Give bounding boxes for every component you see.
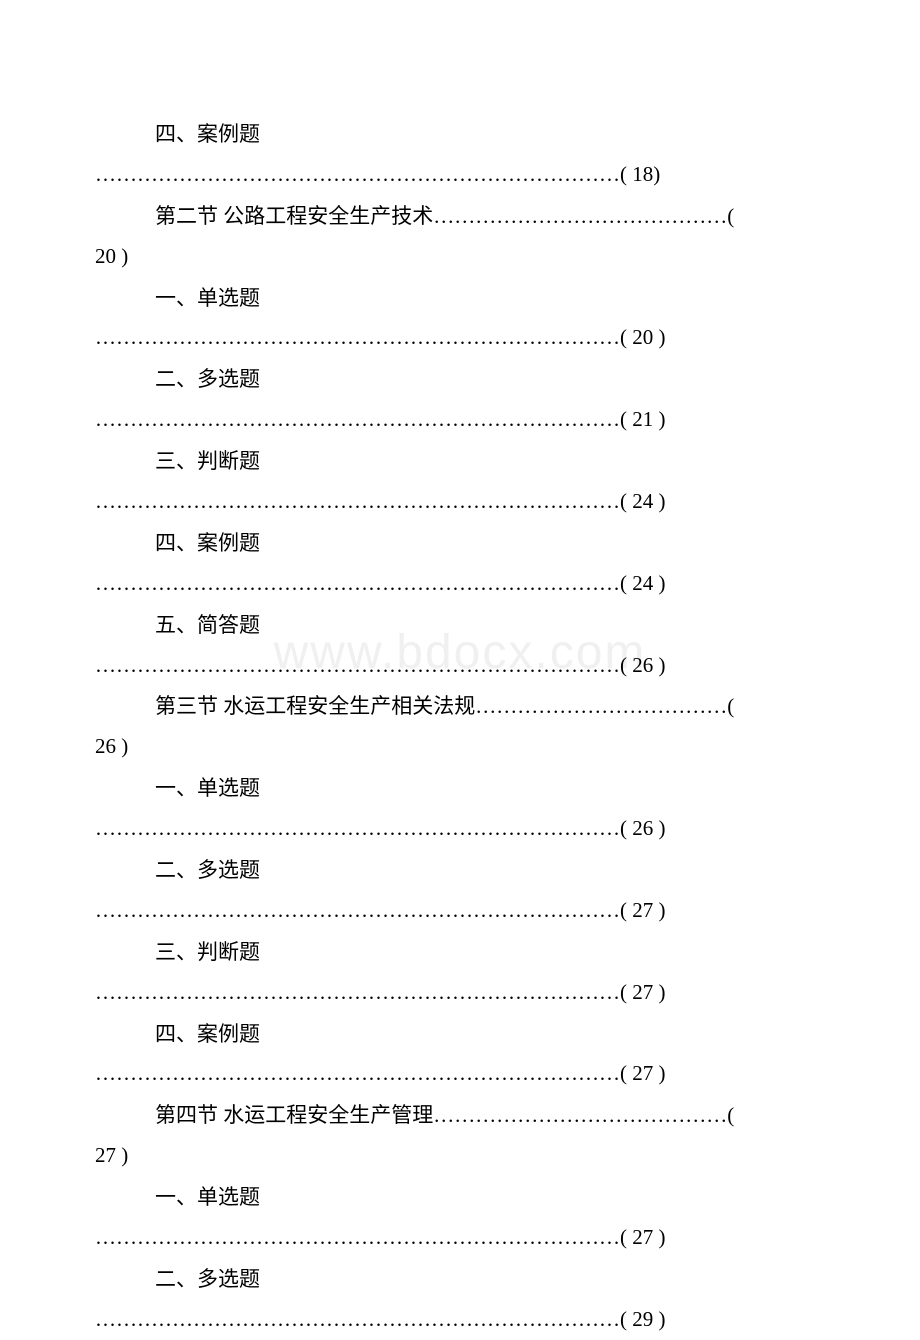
toc-text: 五、简答题: [95, 606, 825, 646]
toc-dots-page: …………………………………………………………………( 27 ): [95, 891, 825, 931]
toc-entry: 四、案例题 …………………………………………………………………( 18): [95, 115, 825, 195]
toc-entry: 二、多选题 …………………………………………………………………( 27 ): [95, 851, 825, 931]
toc-entry: 五、简答题 …………………………………………………………………( 26 ): [95, 606, 825, 686]
toc-entry: 二、多选题 …………………………………………………………………( 29 ): [95, 1260, 825, 1340]
toc-entry: 二、多选题 …………………………………………………………………( 21 ): [95, 360, 825, 440]
toc-text: 第四节 水运工程安全生产管理……………………………………(: [95, 1096, 825, 1136]
toc-entry: 三、判断题 …………………………………………………………………( 24 ): [95, 442, 825, 522]
toc-dots-page: …………………………………………………………………( 24 ): [95, 564, 825, 604]
toc-text: 四、案例题: [95, 115, 825, 155]
toc-entry: 三、判断题 …………………………………………………………………( 27 ): [95, 933, 825, 1013]
toc-dots-page: …………………………………………………………………( 27 ): [95, 1054, 825, 1094]
toc-dots-page: …………………………………………………………………( 27 ): [95, 973, 825, 1013]
toc-dots-page: …………………………………………………………………( 18): [95, 155, 825, 195]
toc-entry: 第四节 水运工程安全生产管理……………………………………( 27 ): [95, 1096, 825, 1176]
toc-text: 三、判断题: [95, 442, 825, 482]
toc-dots-page: …………………………………………………………………( 21 ): [95, 400, 825, 440]
toc-entry: 一、单选题 …………………………………………………………………( 26 ): [95, 769, 825, 849]
toc-text: 一、单选题: [95, 769, 825, 809]
toc-dots-page: …………………………………………………………………( 29 ): [95, 1300, 825, 1340]
toc-text: 二、多选题: [95, 851, 825, 891]
toc-text: 第二节 公路工程安全生产技术……………………………………(: [95, 197, 825, 237]
toc-text: 第三节 水运工程安全生产相关法规………………………………(: [95, 687, 825, 727]
toc-page-suffix: 26 ): [95, 727, 825, 767]
toc-dots-page: …………………………………………………………………( 24 ): [95, 482, 825, 522]
toc-text: 一、单选题: [95, 1178, 825, 1218]
toc-entry: 第三节 水运工程安全生产相关法规………………………………( 26 ): [95, 687, 825, 767]
toc-page-suffix: 27 ): [95, 1136, 825, 1176]
toc-text: 二、多选题: [95, 360, 825, 400]
toc-entry: 第二节 公路工程安全生产技术……………………………………( 20 ): [95, 197, 825, 277]
toc-dots-page: …………………………………………………………………( 20 ): [95, 318, 825, 358]
toc-dots-page: …………………………………………………………………( 26 ): [95, 809, 825, 849]
toc-dots-page: …………………………………………………………………( 27 ): [95, 1218, 825, 1258]
toc-page-suffix: 20 ): [95, 237, 825, 277]
toc-entry: 一、单选题 …………………………………………………………………( 20 ): [95, 279, 825, 359]
toc-text: 三、判断题: [95, 933, 825, 973]
toc-text: 二、多选题: [95, 1260, 825, 1300]
toc-entry: 一、单选题 …………………………………………………………………( 27 ): [95, 1178, 825, 1258]
toc-text: 四、案例题: [95, 524, 825, 564]
toc-text: 一、单选题: [95, 279, 825, 319]
toc-entry: 四、案例题 …………………………………………………………………( 24 ): [95, 524, 825, 604]
toc-content: 四、案例题 …………………………………………………………………( 18) 第二节…: [95, 115, 825, 1340]
toc-text: 四、案例题: [95, 1015, 825, 1055]
toc-dots-page: …………………………………………………………………( 26 ): [95, 646, 825, 686]
toc-entry: 四、案例题 …………………………………………………………………( 27 ): [95, 1015, 825, 1095]
